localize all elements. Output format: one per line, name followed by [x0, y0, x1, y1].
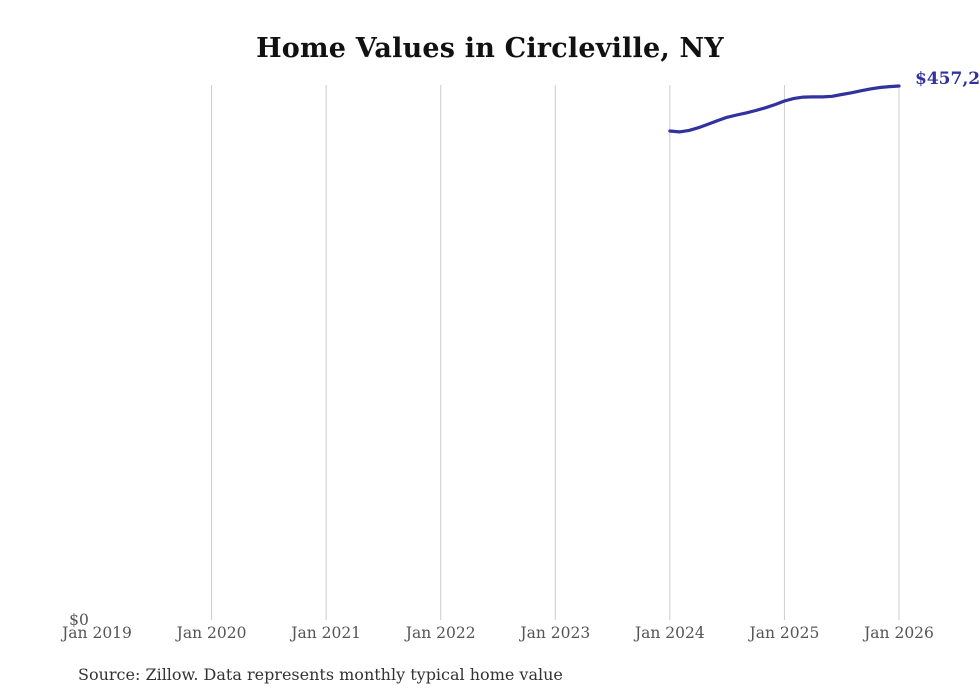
source-note: Source: Zillow. Data represents monthly …: [78, 665, 563, 684]
x-axis-tick-label: Jan 2022: [405, 624, 476, 642]
x-axis-tick-label: Jan 2026: [864, 624, 934, 642]
x-axis-tick-label: Jan 2021: [291, 624, 362, 642]
gridlines-group: [211, 85, 900, 620]
series-end-value-label: $457,200: [915, 69, 980, 89]
x-axis-tick-label: Jan 2025: [749, 624, 820, 642]
x-axis-tick-label: Jan 2019: [62, 624, 132, 642]
x-axis-tick-label: Jan 2020: [176, 624, 247, 642]
chart-title: Home Values in Circleville, NY: [256, 33, 724, 64]
home-value-line: [668, 84, 901, 134]
y-axis-zero-label: $0: [69, 611, 89, 629]
x-axis-tick-label: Jan 2024: [634, 624, 705, 642]
x-axis-tick-label: Jan 2023: [520, 624, 591, 642]
